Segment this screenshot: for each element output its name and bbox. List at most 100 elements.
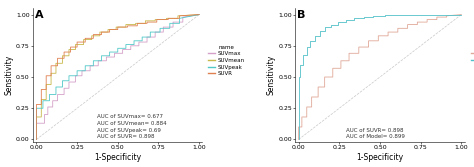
SUVmax (161, 31, 166, 33)
SUVmax (42, 114, 47, 116)
Model (395, 14, 401, 16)
SUVR (385, 35, 391, 37)
SUVR (82, 41, 88, 43)
SUVpeak (46, 100, 52, 102)
Model (371, 16, 376, 18)
SUVmax (45, 106, 51, 108)
Model (301, 54, 306, 56)
SUVmean (34, 138, 39, 140)
SUVmean (81, 44, 86, 46)
SUVmean (105, 31, 111, 33)
SUVmean (164, 19, 169, 21)
SUVR (74, 46, 80, 48)
SUVmax (73, 75, 78, 77)
SUVpeak (34, 107, 39, 109)
Line: SUVR: SUVR (299, 15, 461, 139)
SUVpeak (196, 14, 202, 16)
SUVmax (152, 31, 158, 33)
SUVmean (53, 72, 59, 74)
Line: SUVmean: SUVmean (36, 15, 199, 139)
SUVR (356, 52, 362, 54)
SUVR (315, 86, 321, 88)
SUVpeak (177, 17, 182, 19)
SUVpeak (60, 86, 65, 88)
SUVmax (112, 56, 118, 58)
Model (382, 15, 388, 17)
SUVR (68, 46, 73, 48)
Line: SUVR: SUVR (36, 15, 199, 139)
SUVmean (73, 49, 78, 51)
SUVR (154, 19, 160, 21)
SUVmean (60, 62, 65, 64)
SUVmean (152, 19, 158, 21)
SUVpeak (123, 44, 129, 46)
SUVR (196, 14, 202, 16)
Legend: SUVmax, SUVmean, SUVpeak, SUVR: SUVmax, SUVmean, SUVpeak, SUVR (209, 45, 245, 76)
SUVR (135, 25, 140, 27)
SUVR (43, 89, 49, 91)
SUVmax (170, 21, 176, 23)
Model (312, 35, 318, 37)
SUVmax (136, 45, 142, 47)
SUVmax (61, 87, 67, 89)
SUVR (395, 27, 401, 29)
Model (395, 14, 401, 16)
SUVR (34, 138, 39, 140)
SUVmean (43, 99, 49, 101)
SUVmean (133, 22, 138, 24)
SUVR (91, 37, 96, 39)
Model (410, 14, 415, 16)
SUVmax (152, 36, 158, 38)
Model (382, 14, 388, 16)
SUVR (91, 34, 96, 36)
SUVR (296, 138, 301, 140)
SUVmax (66, 87, 72, 89)
Model (426, 14, 432, 16)
SUVR (414, 21, 420, 23)
SUVpeak (131, 40, 137, 42)
SUVR (322, 76, 328, 78)
Line: SUVmax: SUVmax (36, 15, 199, 139)
SUVmean (66, 49, 72, 51)
SUVmax (61, 94, 67, 96)
SUVR (61, 51, 67, 53)
SUVR (177, 17, 182, 19)
SUVmean (48, 84, 54, 86)
SUVR (405, 24, 410, 26)
SUVR (366, 40, 372, 42)
SUVpeak (66, 75, 72, 77)
Model (351, 19, 357, 21)
SUVmax (55, 100, 60, 102)
SUVmean (164, 17, 169, 19)
SUVmax (66, 81, 72, 83)
SUVpeak (99, 55, 104, 57)
SUVR (125, 25, 130, 27)
SUVpeak (131, 44, 137, 46)
SUVR (125, 26, 130, 28)
SUVpeak (74, 75, 80, 77)
SUVpeak (53, 94, 59, 96)
SUVmean (48, 72, 54, 74)
SUVR (82, 37, 88, 39)
SUVmax (128, 45, 134, 47)
Text: A: A (35, 10, 44, 20)
SUVpeak (107, 51, 112, 53)
SUVpeak (115, 47, 120, 49)
SUVpeak (40, 100, 46, 102)
SUVR (115, 26, 120, 28)
SUVmax (50, 106, 55, 108)
SUVR (304, 106, 310, 108)
Model (301, 63, 306, 65)
SUVR (38, 104, 44, 106)
Model (312, 40, 318, 42)
SUVmax (196, 14, 202, 16)
SUVR (135, 22, 140, 24)
SUVR (424, 21, 430, 23)
SUVmax (144, 36, 150, 38)
SUVpeak (157, 27, 163, 29)
SUVR (107, 29, 112, 31)
SUVmean (38, 99, 44, 101)
Model (343, 19, 349, 21)
SUVR (414, 24, 420, 26)
SUVR (315, 96, 321, 98)
